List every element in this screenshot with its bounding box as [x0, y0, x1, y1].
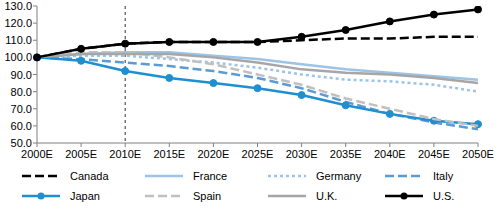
- x-tick-label: 2030E: [286, 148, 318, 160]
- series-marker: [254, 38, 261, 45]
- series-marker: [298, 33, 305, 40]
- series: [34, 6, 482, 61]
- legend-swatch: [268, 175, 306, 178]
- x-tick-label: 2025E: [242, 148, 274, 160]
- y-tick: [33, 6, 37, 7]
- series-marker: [386, 110, 393, 117]
- legend-label: France: [193, 170, 227, 182]
- x-tick: [213, 143, 214, 147]
- y-tick-label: 90.0: [11, 69, 32, 81]
- y-tick-label: 120.0: [4, 17, 32, 29]
- legend-swatch: [268, 195, 306, 198]
- x-tick-label: 2045E: [418, 148, 450, 160]
- legend-label: Italy: [433, 170, 454, 182]
- series-marker: [475, 6, 482, 13]
- x-tick-label: 2015E: [153, 148, 185, 160]
- series-marker: [78, 45, 85, 52]
- series-line: [37, 57, 478, 129]
- y-tick-label: 80.0: [11, 86, 32, 98]
- y-tick: [33, 23, 37, 24]
- y-tick-label: 60.0: [11, 120, 32, 132]
- x-tick-label: 2050E: [462, 148, 494, 160]
- x-tick: [81, 143, 82, 147]
- x-tick-label: 2040E: [374, 148, 406, 160]
- series-marker: [122, 40, 129, 47]
- x-tick: [301, 143, 302, 147]
- y-tick-label: 130.0: [4, 0, 32, 12]
- series-marker: [254, 85, 261, 92]
- x-tick-label: 2000E: [21, 148, 53, 160]
- series-marker: [166, 38, 173, 45]
- x-tick: [257, 143, 258, 147]
- x-tick: [169, 143, 170, 147]
- series-marker: [210, 80, 217, 87]
- x-tick: [125, 143, 126, 147]
- y-axis: 50.060.070.080.090.0100.0110.0120.0130.0: [4, 0, 37, 149]
- series-marker: [122, 68, 129, 75]
- series: [34, 54, 482, 128]
- series: [37, 52, 478, 126]
- x-tick-label: 2005E: [65, 148, 97, 160]
- legend: Canada France Germany Italy Japan Spain U.K. U.…: [22, 170, 454, 202]
- x-tick: [345, 143, 346, 147]
- series-marker: [78, 57, 85, 64]
- x-tick: [478, 143, 479, 147]
- x-tick: [389, 143, 390, 147]
- legend-marker: [401, 193, 408, 200]
- y-tick: [33, 125, 37, 126]
- series-line: [37, 52, 478, 126]
- x-axis: 2000E 2005E 2010E 2015E 2020E 2025E 2030E 2035E…: [21, 143, 494, 160]
- x-tick-label: 2020E: [197, 148, 229, 160]
- series-line: [37, 54, 478, 83]
- y-tick: [33, 40, 37, 41]
- x-tick: [37, 143, 38, 147]
- y-tick-label: 110.0: [5, 34, 32, 46]
- chart: 50.060.070.080.090.0100.0110.0120.0130.0…: [0, 0, 500, 209]
- series-line: [37, 9, 478, 57]
- series: [37, 54, 478, 83]
- y-tick: [33, 143, 37, 144]
- legend-label: U.S.: [433, 190, 454, 202]
- series: [37, 57, 478, 129]
- series-marker: [342, 26, 349, 33]
- y-tick-label: 70.0: [11, 103, 32, 115]
- series-marker: [298, 92, 305, 99]
- legend-label: Japan: [70, 190, 100, 202]
- series-marker: [430, 11, 437, 18]
- legend-swatch: [385, 175, 423, 178]
- legend-marker: [38, 193, 45, 200]
- x-tick-label: 2010E: [109, 148, 141, 160]
- y-tick-label: 100.0: [4, 51, 32, 63]
- legend-swatch: [145, 195, 183, 198]
- legend-swatch: [145, 175, 183, 178]
- plot-area: [34, 6, 482, 129]
- legend-label: Spain: [193, 190, 221, 202]
- y-tick: [33, 91, 37, 92]
- series-marker: [342, 102, 349, 109]
- legend-swatch: [22, 175, 60, 178]
- x-tick: [433, 143, 434, 147]
- legend-label: Canada: [70, 170, 109, 182]
- legend-label: U.K.: [316, 190, 337, 202]
- series-marker: [34, 54, 41, 61]
- y-tick: [33, 74, 37, 75]
- x-tick-label: 2035E: [330, 148, 362, 160]
- series-marker: [34, 54, 41, 61]
- series-marker: [166, 74, 173, 81]
- series-marker: [386, 18, 393, 25]
- legend-label: Germany: [316, 170, 362, 182]
- y-tick: [33, 108, 37, 109]
- series-marker: [210, 38, 217, 45]
